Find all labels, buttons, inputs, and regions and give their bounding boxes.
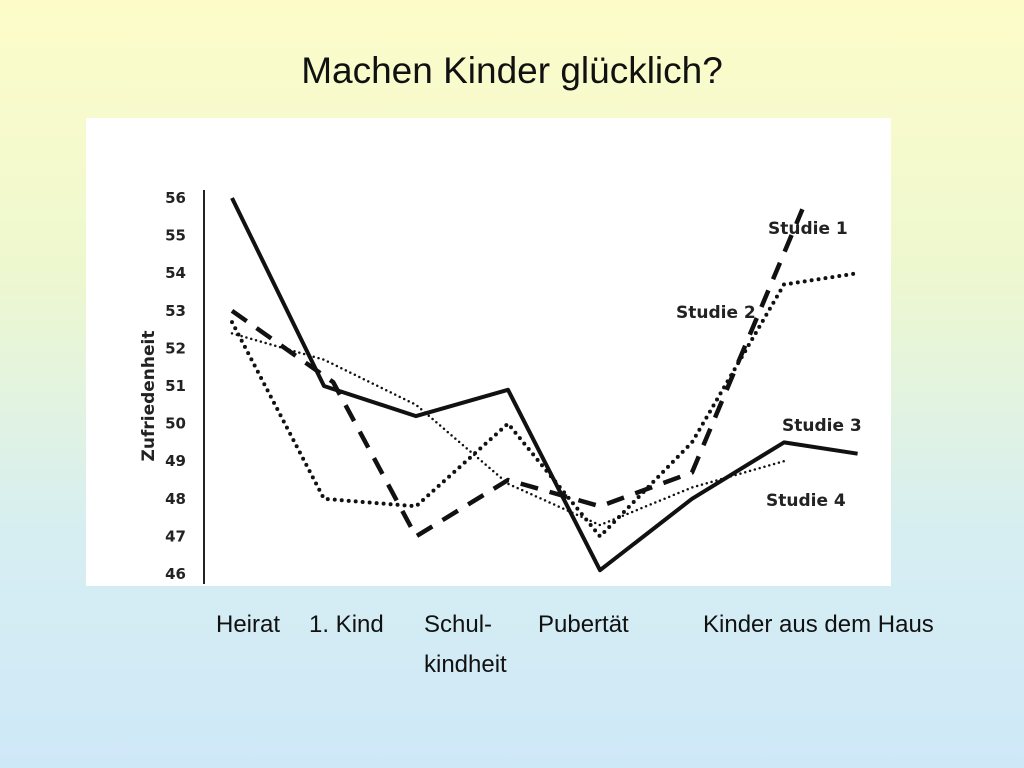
y-axis-label: Zufriedenheit [139,331,159,462]
x-category-heirat: Heirat [216,605,280,645]
y-tick-label: 46 [165,565,186,583]
y-tick-label: 47 [165,527,186,545]
x-category-kinder-aus-dem-haus: Kinder aus dem Haus [703,605,934,645]
x-category-label: Schul- [424,611,493,638]
y-tick-label: 56 [165,189,186,207]
x-category-schulkindheit: Schul- kindheit [424,605,507,685]
series-line-3 [230,197,858,573]
line-chart: Zufriedenheit 46 47 48 49 50 51 52 53 54 55 56 Stu… [139,189,862,584]
series-label-3: Studie 3 [782,416,862,436]
series-label-1: Studie 1 [768,219,848,239]
y-tick-label: 51 [165,377,186,395]
x-category-label: 1. Kind [309,611,384,638]
y-tick-label: 55 [165,227,186,245]
y-tick-label: 48 [165,490,186,508]
x-category-label-line2: kindheit [424,651,507,678]
series-line-1 [230,208,805,539]
series-label-4: Studie 4 [766,491,846,511]
y-tick-label: 53 [165,302,186,320]
y-tick-label: 52 [165,339,186,357]
x-category-label: Pubertät [538,611,629,638]
x-category-1-kind: 1. Kind [309,605,384,645]
x-category-label: Kinder aus dem Haus [703,611,934,638]
y-tick-label: 50 [165,415,186,433]
chart-panel: Zufriedenheit 46 47 48 49 50 51 52 53 54 55 56 Stu… [86,118,891,586]
x-category-label: Heirat [216,611,281,638]
series-line-2 [230,271,860,539]
series-label-2: Studie 2 [676,303,756,323]
series-line-4 [230,332,786,527]
slide-title: Machen Kinder glücklich? [301,50,723,91]
y-tick-label: 54 [165,264,186,282]
x-category-pubertaet: Pubertät [538,605,629,645]
y-tick-label: 49 [165,452,186,470]
